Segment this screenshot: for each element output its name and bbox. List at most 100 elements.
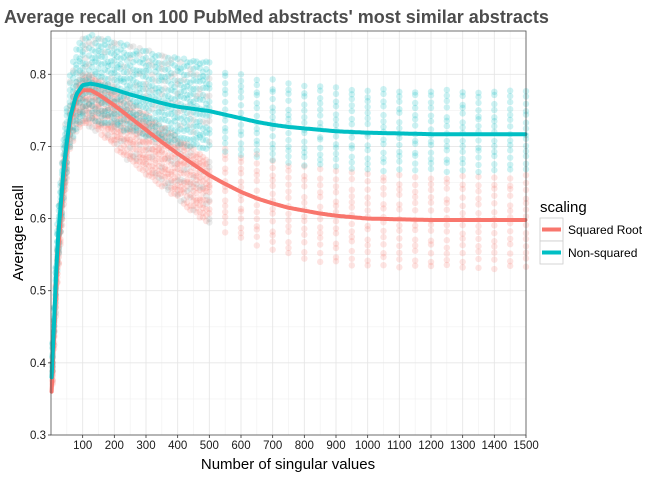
data-point	[427, 88, 435, 95]
x-tick-label: 200	[105, 440, 124, 452]
data-point	[459, 210, 466, 217]
data-point	[253, 81, 261, 89]
data-point	[79, 59, 86, 67]
data-point	[145, 139, 153, 146]
data-point	[174, 165, 181, 173]
data-point	[316, 112, 324, 119]
data-point	[104, 112, 112, 120]
data-point	[76, 123, 83, 131]
data-point	[168, 153, 175, 160]
data-point	[177, 183, 185, 190]
data-point	[411, 160, 419, 167]
data-point	[506, 87, 514, 94]
data-point	[117, 120, 124, 127]
data-point	[66, 86, 74, 94]
data-point	[69, 137, 77, 145]
data-point	[123, 134, 131, 141]
data-point	[149, 124, 156, 131]
data-point	[202, 192, 210, 199]
data-point	[76, 99, 83, 106]
data-point	[180, 170, 188, 177]
data-point	[126, 95, 134, 103]
data-point	[101, 111, 109, 118]
data-point	[269, 150, 276, 158]
data-point	[155, 88, 162, 96]
data-point	[187, 59, 194, 66]
data-point	[183, 176, 191, 183]
series-line	[49, 81, 528, 380]
data-point	[98, 110, 105, 118]
data-point	[364, 194, 371, 201]
data-point	[316, 241, 324, 248]
data-point	[152, 170, 159, 177]
data-point	[269, 190, 276, 198]
data-point	[206, 197, 213, 204]
data-point	[380, 205, 387, 212]
data-point	[76, 67, 83, 74]
data-point	[123, 101, 131, 108]
data-point	[126, 55, 134, 62]
data-point	[301, 193, 308, 201]
data-point	[459, 235, 466, 242]
data-point	[142, 47, 150, 55]
data-point	[285, 115, 292, 123]
data-point	[190, 57, 197, 65]
data-point	[221, 202, 229, 210]
data-point	[237, 205, 245, 213]
data-point	[196, 123, 204, 130]
data-point	[79, 65, 86, 72]
data-point	[92, 122, 99, 129]
data-point	[164, 124, 172, 132]
data-point	[196, 85, 204, 93]
data-point	[348, 86, 356, 94]
data-point	[92, 54, 99, 62]
data-point	[171, 136, 178, 143]
data-point	[269, 172, 276, 179]
data-point	[82, 74, 90, 81]
x-tick-label: 1100	[387, 440, 412, 452]
data-point	[348, 193, 356, 200]
data-point	[221, 208, 229, 216]
data-point	[180, 189, 188, 196]
data-point	[142, 67, 150, 75]
data-point	[411, 112, 419, 119]
data-point	[114, 40, 121, 48]
data-point	[88, 124, 96, 131]
data-point	[183, 199, 191, 206]
data-point	[380, 261, 387, 269]
data-point	[73, 125, 80, 132]
data-point	[158, 155, 166, 163]
data-point	[202, 124, 210, 131]
data-point	[269, 246, 276, 253]
data-point	[332, 150, 340, 157]
data-point	[82, 103, 90, 110]
data-point	[142, 171, 150, 178]
data-point	[136, 51, 143, 58]
data-point	[190, 116, 197, 124]
data-point	[85, 39, 93, 46]
data-point	[73, 120, 80, 128]
data-point	[114, 115, 121, 123]
data-point	[221, 140, 229, 147]
data-point	[202, 162, 210, 170]
data-point	[411, 173, 419, 181]
data-point	[101, 119, 109, 126]
data-point	[475, 264, 482, 272]
data-point	[95, 59, 102, 67]
data-point	[107, 110, 115, 117]
data-point	[95, 73, 102, 80]
data-point	[199, 204, 207, 212]
data-point	[396, 148, 403, 156]
data-point	[88, 41, 96, 48]
data-point	[117, 115, 124, 123]
data-point	[79, 97, 86, 104]
data-point	[149, 86, 156, 94]
data-point	[145, 153, 153, 161]
data-point	[76, 119, 83, 126]
data-point	[174, 80, 181, 88]
data-point	[196, 195, 204, 202]
data-point	[142, 160, 150, 167]
data-point	[411, 140, 419, 147]
data-point	[158, 131, 166, 138]
data-point	[332, 144, 340, 151]
